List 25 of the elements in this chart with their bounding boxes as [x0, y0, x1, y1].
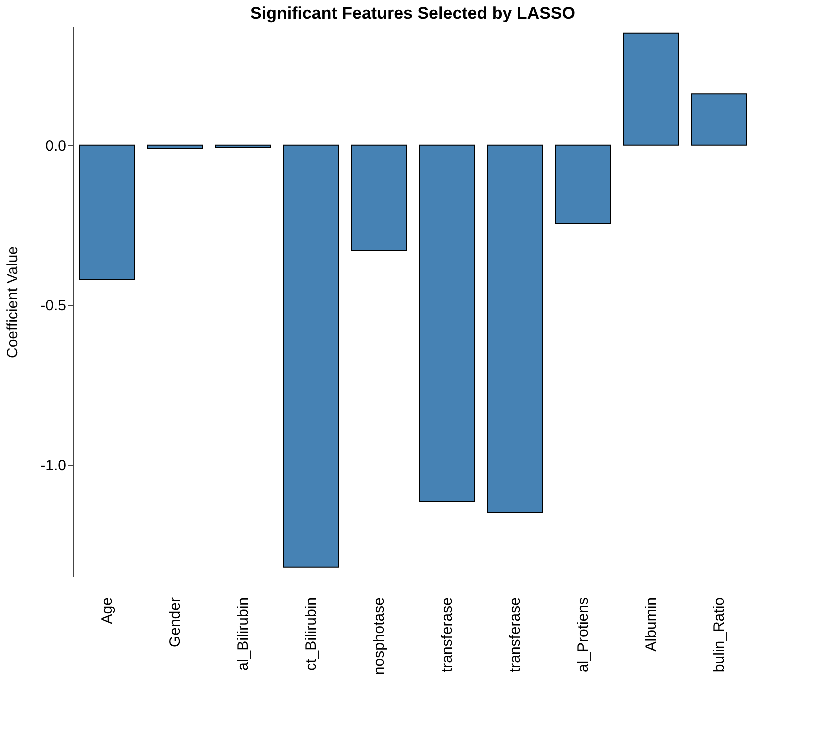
bar [623, 32, 679, 146]
chart-title: Significant Features Selected by LASSO [250, 4, 576, 23]
x-tick-label: nosphotase [371, 598, 388, 676]
bar [147, 144, 203, 150]
bar [79, 144, 135, 280]
x-tick-label: transferase [439, 598, 456, 673]
x-tick-label: Age [99, 598, 116, 624]
y-tick-label: -1.0 [40, 458, 66, 475]
x-tick-label: bulin_Ratio [711, 598, 728, 673]
bar [283, 144, 339, 568]
bar [419, 144, 475, 502]
x-tick-label: ct_Bilirubin [303, 598, 320, 671]
y-tick-label: -0.5 [40, 298, 66, 315]
bar [555, 144, 611, 224]
x-tick-label: transferase [507, 598, 524, 673]
bar [691, 94, 747, 146]
x-tick-label: Albumin [643, 598, 660, 652]
bar [351, 144, 407, 252]
x-tick-label: al_Protiens [575, 598, 592, 673]
bar [487, 144, 543, 514]
bar [215, 144, 271, 148]
y-axis-title: Coefficient Value [4, 246, 22, 359]
x-tick-label: Gender [167, 598, 184, 648]
x-tick-label: al_Bilirubin [235, 598, 252, 671]
y-tick-label: 0.0 [46, 138, 66, 155]
